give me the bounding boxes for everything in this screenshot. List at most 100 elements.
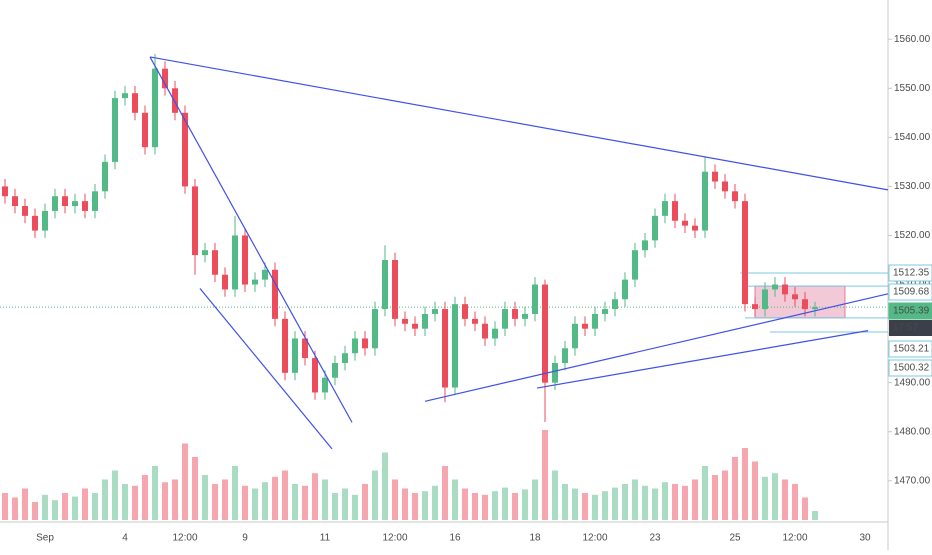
candle-body: [322, 377, 328, 393]
candle-body: [772, 284, 778, 290]
volume-bar: [302, 485, 308, 520]
price-label: 1512.35: [893, 268, 930, 279]
y-tick-label: 1470.00: [894, 475, 931, 486]
volume-bar: [52, 500, 58, 520]
candle-body: [742, 201, 748, 305]
candle-body: [592, 313, 598, 329]
candle-body: [282, 318, 288, 373]
candle-body: [642, 240, 648, 251]
volume-bar: [152, 466, 158, 520]
volume-bar: [642, 485, 648, 520]
trendline: [536, 330, 869, 389]
candle-body: [452, 304, 458, 388]
volume-bar: [612, 487, 618, 520]
volume-bar: [262, 482, 268, 520]
x-tick-label: 18: [529, 533, 541, 544]
volume-bar: [512, 493, 518, 520]
volume-bar: [202, 475, 208, 520]
candle-body: [522, 313, 528, 319]
volume-bar: [782, 479, 788, 520]
candle-body: [472, 318, 478, 324]
x-tick-label: 16: [449, 533, 461, 544]
candle-body: [512, 309, 518, 319]
volume-bar: [722, 470, 728, 520]
volume-bar: [252, 488, 258, 520]
volume-bar: [442, 466, 448, 520]
volume-bar: [372, 470, 378, 520]
candle-body: [402, 318, 408, 324]
volume-bar: [712, 475, 718, 520]
volume-bar: [552, 470, 558, 520]
x-tick-label: 25: [729, 533, 741, 544]
candle-body: [352, 338, 358, 354]
candle-body: [252, 279, 258, 285]
candle-body: [212, 250, 218, 275]
y-tick-label: 1530.00: [894, 181, 931, 192]
x-tick-label: 9: [242, 533, 248, 544]
candle-body: [292, 338, 298, 373]
volume-bar: [492, 491, 498, 520]
volume-bar: [102, 479, 108, 520]
candle-body: [492, 328, 498, 339]
candle-body: [92, 191, 98, 211]
candle-body: [12, 196, 18, 207]
volume-bar: [172, 479, 178, 520]
candle-body: [172, 88, 178, 113]
y-tick-label: 1560.00: [894, 34, 931, 45]
candle-body: [152, 68, 158, 148]
volume-bar: [452, 479, 458, 520]
volume-bar: [652, 488, 658, 520]
trendline: [424, 293, 889, 402]
candle-body: [302, 338, 308, 359]
candle-body: [692, 225, 698, 231]
candle-body: [22, 206, 28, 216]
candle-body: [562, 348, 568, 364]
price-label: 1505.39: [893, 306, 930, 317]
x-tick-label: 12:00: [582, 533, 607, 544]
volume-bar: [412, 493, 418, 520]
volume-bar: [312, 473, 318, 520]
candle-body: [682, 220, 688, 226]
candle-body: [612, 299, 618, 310]
volume-bar: [562, 484, 568, 520]
volume-bar: [332, 493, 338, 520]
volume-bar: [382, 452, 388, 520]
volume-bar: [392, 479, 398, 520]
price-label: 1500.32: [893, 363, 930, 374]
volume-bar: [122, 484, 128, 520]
volume-bar: [582, 493, 588, 520]
candle-body: [412, 323, 418, 329]
candle-body: [422, 313, 428, 329]
volume-bar: [752, 461, 758, 520]
y-tick-label: 1480.00: [894, 426, 931, 437]
candle-body: [32, 215, 38, 231]
price-label: 1503.21: [893, 344, 930, 355]
candle-body: [432, 309, 438, 314]
range-box: [754, 285, 846, 319]
price-label-box: [888, 359, 932, 377]
x-tick-label: 11: [320, 533, 331, 544]
volume-bar: [622, 484, 628, 520]
candle-body: [112, 98, 118, 162]
countdown: 17:57: [893, 323, 918, 334]
candle-body: [662, 201, 668, 216]
candle-body: [262, 269, 268, 280]
volume-bar: [472, 493, 478, 520]
candle-body: [342, 353, 348, 364]
candle-body: [622, 279, 628, 300]
x-tick-label: 12:00: [382, 533, 407, 544]
volume-bar: [502, 487, 508, 520]
volume-bar: [422, 491, 428, 520]
volume-bar: [692, 479, 698, 520]
candle-body: [532, 284, 538, 314]
trendline: [199, 288, 333, 450]
volume-bar: [672, 484, 678, 520]
candle-body: [552, 363, 558, 383]
candle-body: [782, 284, 788, 295]
candle-body: [102, 161, 108, 192]
volume-bar: [142, 475, 148, 520]
volume-bar: [812, 511, 818, 520]
x-tick-label: 30: [859, 533, 871, 544]
y-tick-label: 1550.00: [894, 83, 931, 94]
